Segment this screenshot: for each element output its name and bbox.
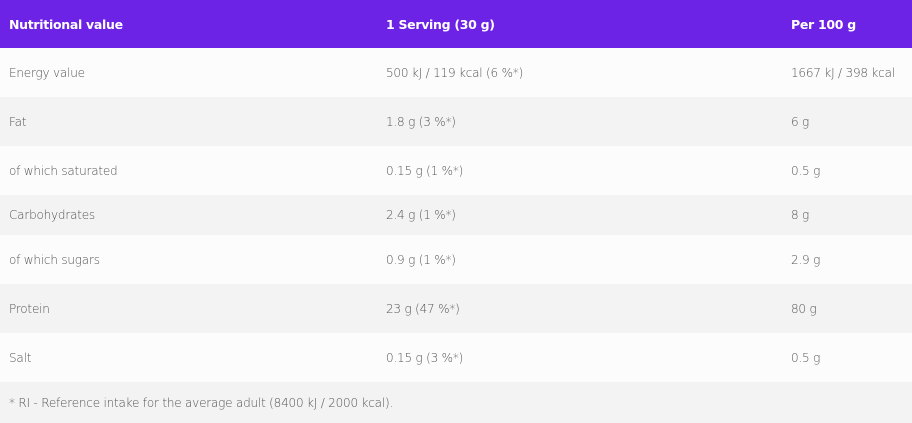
serving-value: 2.4 g (1 %*) [386,208,456,222]
nutrient-name: Protein [9,301,50,316]
serving-value: 500 kJ / 119 kcal (6 %*) [386,65,524,80]
serving-value: 0.15 g (1 %*) [386,163,464,178]
table-row: Salt 0.15 g (3 %*) 0.5 g [0,333,912,382]
nutrient-name: Salt [9,350,32,365]
per100-value: 2.9 g [791,252,821,267]
nutrient-name: of which saturated [9,163,118,178]
table-row: of which saturated 0.15 g (1 %*) 0.5 g [0,146,912,195]
table-row: Energy value 500 kJ / 119 kcal (6 %*) 16… [0,48,912,97]
per100-value: 0.5 g [791,163,821,178]
nutrient-name: Carbohydrates [9,208,95,222]
header-per-100g: Per 100 g [791,16,856,32]
per100-value: 1667 kJ / 398 kcal [791,65,895,80]
table-header: Nutritional value 1 Serving (30 g) Per 1… [0,0,912,48]
footnote: * RI - Reference intake for the average … [9,395,394,410]
table-row: of which sugars 0.9 g (1 %*) 2.9 g [0,235,912,284]
nutrient-name: of which sugars [9,252,100,267]
serving-value: 1.8 g (3 %*) [386,114,456,129]
header-nutritional-value: Nutritional value [9,16,123,32]
serving-value: 0.9 g (1 %*) [386,252,456,267]
nutrient-name: Fat [9,114,27,129]
per100-value: 80 g [791,301,817,316]
table-row: Protein 23 g (47 %*) 80 g [0,284,912,333]
table-row: Fat 1.8 g (3 %*) 6 g [0,97,912,146]
per100-value: 6 g [791,114,810,129]
table-row: Carbohydrates 2.4 g (1 %*) 8 g [0,195,912,235]
header-serving: 1 Serving (30 g) [386,16,495,32]
serving-value: 23 g (47 %*) [386,301,460,316]
per100-value: 8 g [791,208,810,222]
footnote-row: * RI - Reference intake for the average … [0,382,912,423]
per100-value: 0.5 g [791,350,821,365]
nutrient-name: Energy value [9,65,85,80]
serving-value: 0.15 g (3 %*) [386,350,464,365]
